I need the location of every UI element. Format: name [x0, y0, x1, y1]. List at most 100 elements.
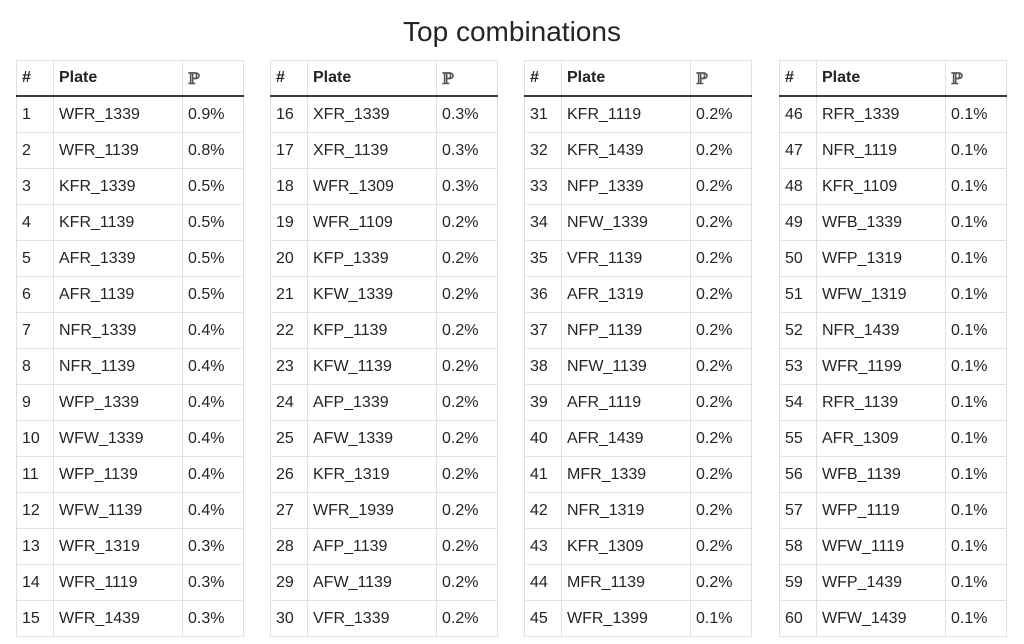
rank-cell: 45 [524, 600, 562, 637]
plate-cell: KFW_1139 [307, 348, 437, 385]
probability-cell: 0.1% [945, 384, 1007, 421]
table-row: 15 WFR_1439 0.3% [16, 600, 244, 637]
rank-header: # [270, 60, 308, 97]
table-row: 54 RFR_1139 0.1% [779, 384, 1007, 421]
plate-cell: KFW_1339 [307, 276, 437, 313]
table-row: 2 WFR_1139 0.8% [16, 132, 244, 169]
plate-cell: RFR_1139 [816, 384, 946, 421]
plate-cell: RFR_1339 [816, 95, 946, 133]
table-row: 50 WFP_1319 0.1% [779, 240, 1007, 277]
rank-cell: 31 [524, 95, 562, 133]
probability-cell: 0.2% [436, 420, 498, 457]
probability-cell: 0.4% [182, 384, 244, 421]
rank-cell: 41 [524, 456, 562, 493]
probability-header: ℙ [945, 60, 1007, 97]
rank-cell: 12 [16, 492, 54, 529]
plate-cell: AFR_1339 [53, 240, 183, 277]
probability-cell: 0.4% [182, 420, 244, 457]
plate-cell: MFR_1339 [561, 456, 691, 493]
probability-cell: 0.1% [945, 312, 1007, 349]
table-row: 43 KFR_1309 0.2% [524, 528, 752, 565]
rank-cell: 11 [16, 456, 54, 493]
probability-cell: 0.1% [945, 600, 1007, 637]
rank-cell: 14 [16, 564, 54, 601]
probability-cell: 0.1% [945, 456, 1007, 493]
rank-cell: 19 [270, 204, 308, 241]
table-row: 7 NFR_1339 0.4% [16, 312, 244, 349]
table-header-row: # Plate ℙ [16, 60, 244, 97]
probability-cell: 0.1% [945, 348, 1007, 385]
table-row: 24 AFP_1339 0.2% [270, 384, 498, 421]
probability-cell: 0.9% [182, 95, 244, 133]
rank-cell: 37 [524, 312, 562, 349]
probability-cell: 0.2% [690, 420, 752, 457]
table-row: 38 NFW_1139 0.2% [524, 348, 752, 385]
rank-cell: 18 [270, 168, 308, 205]
probability-cell: 0.3% [182, 600, 244, 637]
plate-cell: NFR_1339 [53, 312, 183, 349]
plate-cell: NFP_1339 [561, 168, 691, 205]
probability-cell: 0.2% [436, 564, 498, 601]
plate-cell: AFR_1439 [561, 420, 691, 457]
table-row: 6 AFR_1139 0.5% [16, 276, 244, 313]
probability-cell: 0.2% [690, 528, 752, 565]
plate-cell: VFR_1339 [307, 600, 437, 637]
rank-cell: 47 [779, 132, 817, 169]
plate-cell: WFW_1119 [816, 528, 946, 565]
table-row: 13 WFR_1319 0.3% [16, 528, 244, 565]
plate-cell: KFR_1119 [561, 95, 691, 133]
table-header-row: # Plate ℙ [779, 60, 1007, 97]
rank-cell: 35 [524, 240, 562, 277]
probability-cell: 0.1% [945, 420, 1007, 457]
plate-cell: NFR_1439 [816, 312, 946, 349]
plate-cell: WFW_1319 [816, 276, 946, 313]
plate-cell: WFR_1439 [53, 600, 183, 637]
plate-cell: NFP_1139 [561, 312, 691, 349]
probability-cell: 0.5% [182, 168, 244, 205]
table-row: 1 WFR_1339 0.9% [16, 95, 244, 133]
plate-cell: WFR_1319 [53, 528, 183, 565]
rank-cell: 24 [270, 384, 308, 421]
rank-cell: 40 [524, 420, 562, 457]
combination-table-1: # Plate ℙ 1 WFR_1339 0.9% 2 WFR_1139 0.8% 3 KFR… [16, 60, 244, 637]
probability-cell: 0.4% [182, 312, 244, 349]
rank-cell: 59 [779, 564, 817, 601]
rank-cell: 28 [270, 528, 308, 565]
probability-cell: 0.4% [182, 348, 244, 385]
table-row: 3 KFR_1339 0.5% [16, 168, 244, 205]
table-row: 26 KFR_1319 0.2% [270, 456, 498, 493]
probability-cell: 0.3% [436, 132, 498, 169]
probability-cell: 0.4% [182, 492, 244, 529]
probability-cell: 0.2% [436, 528, 498, 565]
plate-header: Plate [561, 60, 691, 97]
table-row: 21 KFW_1339 0.2% [270, 276, 498, 313]
table-row: 25 AFW_1339 0.2% [270, 420, 498, 457]
plate-cell: NFR_1319 [561, 492, 691, 529]
plate-cell: WFW_1439 [816, 600, 946, 637]
rank-cell: 8 [16, 348, 54, 385]
table-row: 42 NFR_1319 0.2% [524, 492, 752, 529]
table-row: 49 WFB_1339 0.1% [779, 204, 1007, 241]
rank-cell: 56 [779, 456, 817, 493]
probability-cell: 0.1% [945, 528, 1007, 565]
rank-cell: 3 [16, 168, 54, 205]
probability-cell: 0.1% [945, 564, 1007, 601]
rank-cell: 39 [524, 384, 562, 421]
probability-cell: 0.2% [690, 312, 752, 349]
plate-cell: WFR_1399 [561, 600, 691, 637]
plate-cell: AFR_1139 [53, 276, 183, 313]
table-header-row: # Plate ℙ [270, 60, 498, 97]
table-row: 39 AFR_1119 0.2% [524, 384, 752, 421]
probability-cell: 0.1% [690, 600, 752, 637]
plate-cell: WFW_1339 [53, 420, 183, 457]
table-row: 40 AFR_1439 0.2% [524, 420, 752, 457]
plate-cell: NFW_1139 [561, 348, 691, 385]
table-row: 59 WFP_1439 0.1% [779, 564, 1007, 601]
table-row: 20 KFP_1339 0.2% [270, 240, 498, 277]
table-row: 47 NFR_1119 0.1% [779, 132, 1007, 169]
plate-cell: KFR_1109 [816, 168, 946, 205]
plate-cell: AFW_1139 [307, 564, 437, 601]
rank-cell: 15 [16, 600, 54, 637]
rank-cell: 13 [16, 528, 54, 565]
plate-cell: KFR_1309 [561, 528, 691, 565]
